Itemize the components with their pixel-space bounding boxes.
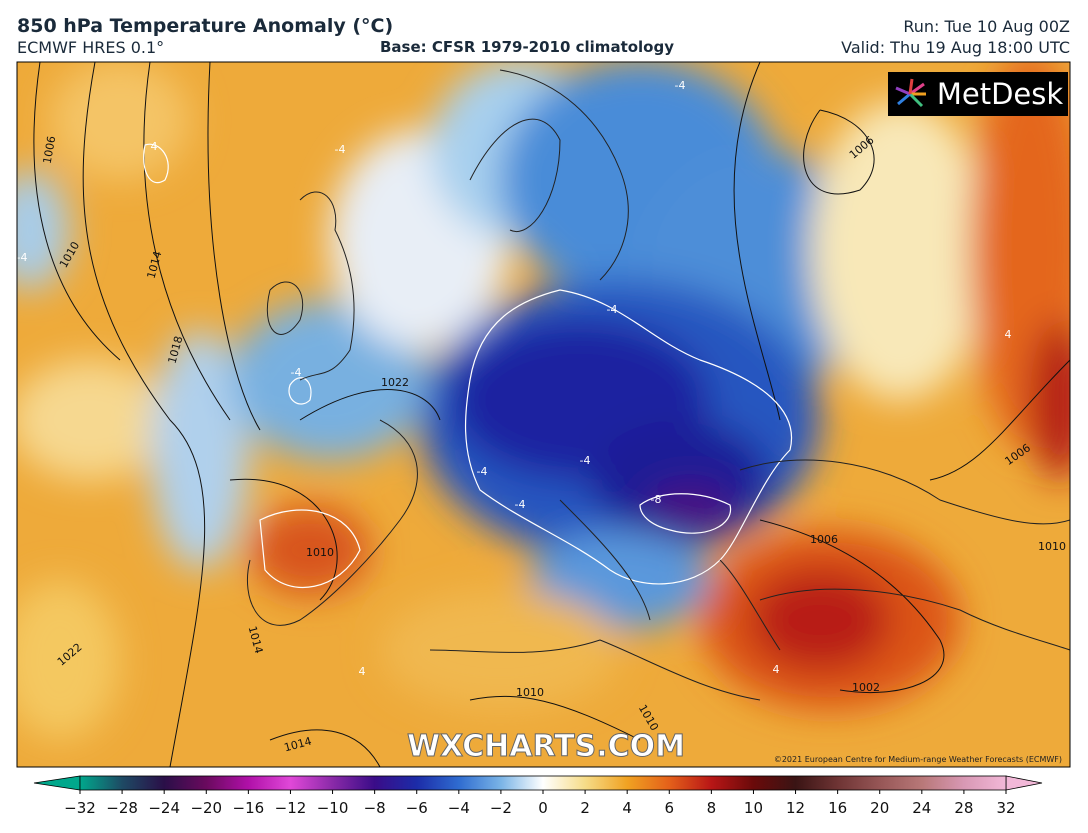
colorbar-tick-label: −8 [364, 799, 386, 817]
contour-label: -4 [580, 454, 591, 467]
contour-label: 1006 [41, 135, 59, 165]
colorbar-tick-label: 12 [786, 799, 805, 817]
colorbar-scale [79, 775, 1007, 791]
colorbar-arrow-right [1005, 775, 1043, 791]
coastlines [246, 69, 1070, 701]
contour-label: 4 [359, 665, 366, 678]
contour-label: 1010 [1038, 540, 1066, 553]
watermark: WXCHARTS.COM [407, 729, 685, 764]
contour-label: 1006 [810, 533, 838, 546]
contour-label: 1010 [306, 546, 334, 559]
colorbar-tick-label: 0 [538, 799, 548, 817]
colorbar-tick-label: −32 [64, 799, 96, 817]
logo: MetDesk [888, 72, 1068, 116]
colorbar-tick-label: 20 [870, 799, 889, 817]
isobars [33, 62, 1070, 767]
colorbar-tick-label: 24 [912, 799, 931, 817]
colorbar-tick-label: 28 [954, 799, 973, 817]
colorbar-tick-label: −20 [190, 799, 222, 817]
colorbar-tick-label: −4 [448, 799, 470, 817]
colorbar-tick-label: −12 [275, 799, 307, 817]
map-frame [16, 61, 1071, 768]
colorbar-tick-label: −10 [317, 799, 349, 817]
contour-label: -4 [515, 498, 526, 511]
contour-label: -4 [675, 79, 686, 92]
contour-label: -4 [607, 303, 618, 316]
colorbar-tick-label: −6 [406, 799, 428, 817]
colorbar-tick-label: −2 [490, 799, 512, 817]
contour-label: -4 [17, 251, 28, 264]
title: 850 hPa Temperature Anomaly (°C) [17, 15, 393, 37]
contour-label: 1022 [381, 376, 409, 389]
valid: Valid: Thu 19 Aug 18:00 UTC [841, 38, 1070, 57]
run: Run: Tue 10 Aug 00Z [903, 17, 1070, 36]
anomaly-contours [143, 143, 793, 588]
colorbar-tick-label: 16 [828, 799, 847, 817]
logo-mark [895, 78, 926, 108]
contour-label: -4 [335, 143, 346, 156]
contour-label: 4 [1005, 328, 1012, 341]
colorbar-tick-label: 4 [622, 799, 632, 817]
colorbar-tick-label: 10 [744, 799, 763, 817]
contour-label: 1002 [852, 681, 880, 694]
contour-label: 4 [773, 663, 780, 676]
colorbar-arrow-left [33, 775, 81, 791]
colorbar-tick-label: −16 [233, 799, 265, 817]
copyright: ©2021 European Centre for Medium-range W… [774, 755, 1062, 764]
contour-label: -8 [651, 493, 662, 506]
contour-label: 4 [151, 140, 158, 153]
contour-label: -4 [477, 465, 488, 478]
colorbar-tick-label: 32 [996, 799, 1015, 817]
colorbar-tick-label: −28 [106, 799, 138, 817]
colorbar-tick-label: 8 [707, 799, 717, 817]
colorbar-tick-label: 6 [664, 799, 674, 817]
logo-text: MetDesk [937, 77, 1064, 111]
colorbar: −32 −28 −24 −20 −16 −12 −10 −8 −6 −4 −2 0 2 4 6 8 10 12 16… [33, 775, 1043, 817]
contour-label: 1010 [516, 686, 544, 699]
contour-label: -4 [291, 366, 302, 379]
colorbar-tick-label: −24 [148, 799, 180, 817]
model: ECMWF HRES 0.1° [17, 38, 164, 57]
base: Base: CFSR 1979-2010 climatology [380, 38, 674, 56]
colorbar-tick-label: 2 [580, 799, 590, 817]
